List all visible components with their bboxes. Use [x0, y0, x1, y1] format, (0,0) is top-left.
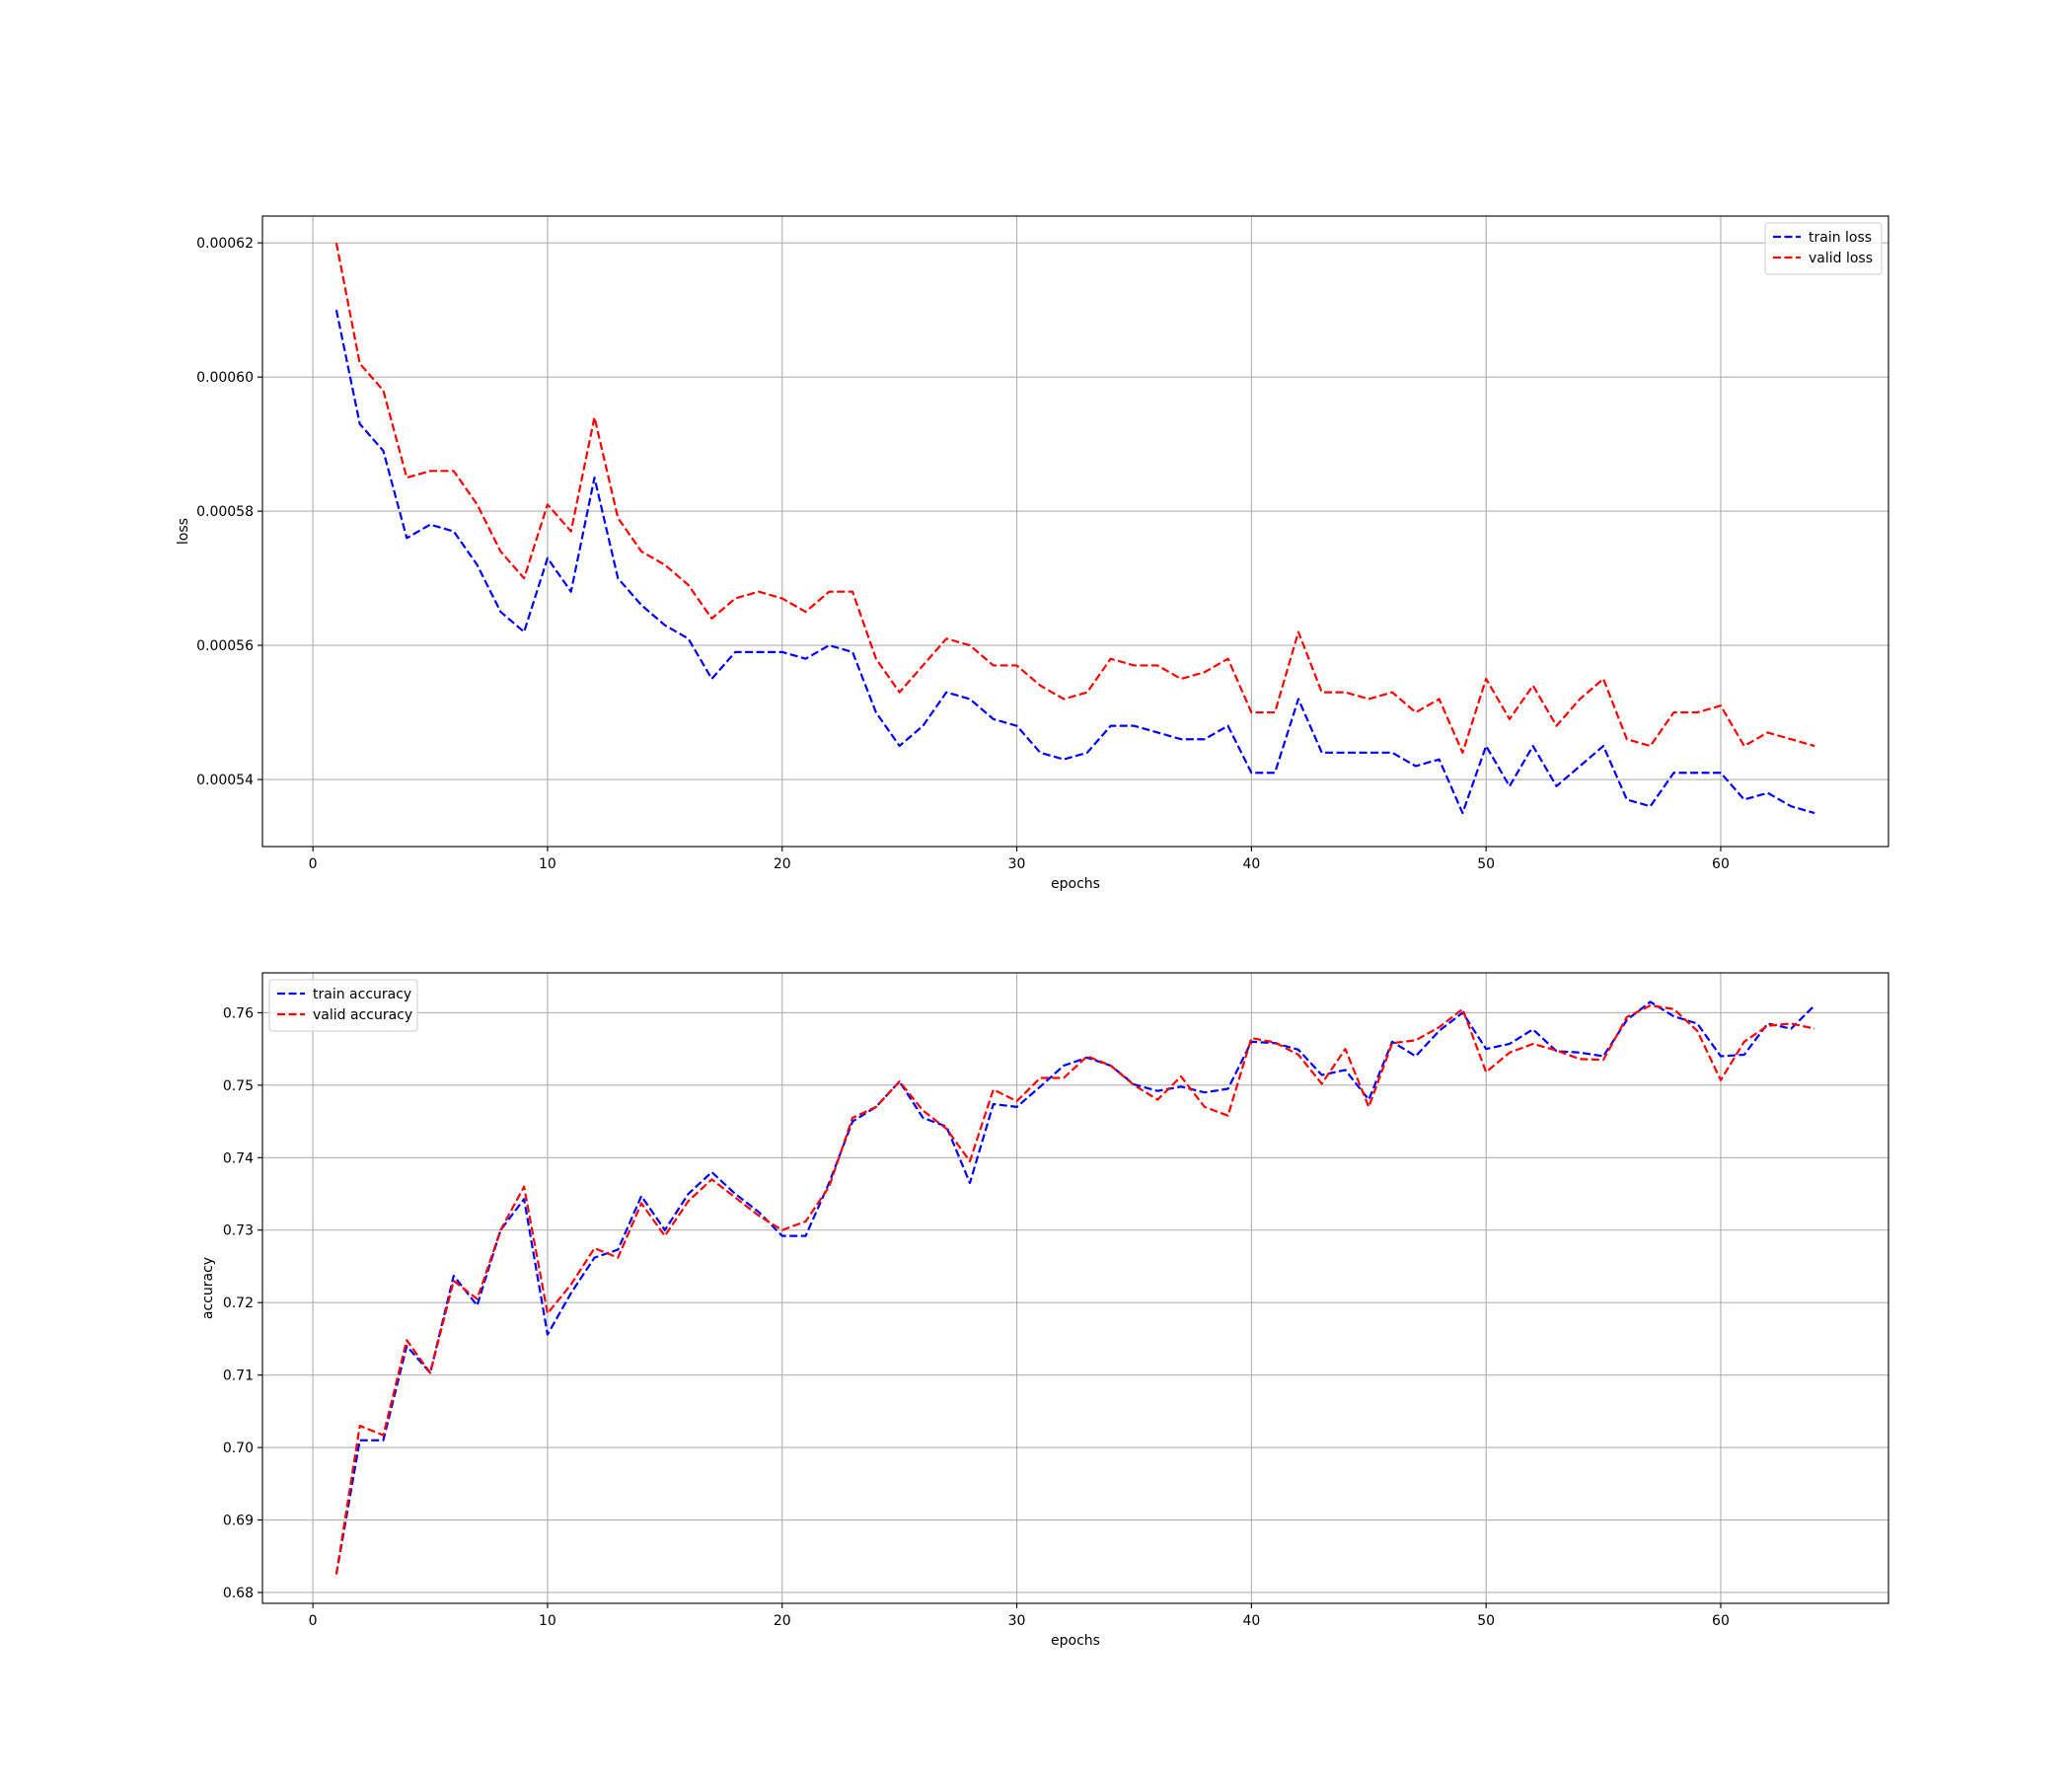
- series-train-loss: [334, 309, 1815, 815]
- loss-ytick-label: 0.00060: [196, 370, 254, 386]
- loss-xtick-label: 40: [1242, 856, 1260, 872]
- loss-xlabel: epochs: [1051, 876, 1100, 892]
- accuracy-ytick-label: 0.72: [223, 1295, 254, 1311]
- legend-label-train-loss: train loss: [1809, 230, 1872, 246]
- accuracy-ytick-label: 0.73: [223, 1223, 254, 1239]
- series-valid-loss: [334, 242, 1815, 754]
- accuracy-xtick-label: 40: [1242, 1613, 1260, 1629]
- accuracy-ylabel: accuracy: [200, 1257, 216, 1319]
- accuracy-axes-frame: [261, 972, 1889, 1604]
- loss-xtick-label: 10: [539, 856, 556, 872]
- loss-ylabel: loss: [176, 518, 191, 545]
- accuracy-grid: [262, 973, 1888, 1603]
- accuracy-legend-box: [268, 979, 418, 1032]
- loss-grid: [262, 216, 1888, 847]
- accuracy-xtick-label: 50: [1477, 1613, 1495, 1629]
- accuracy-xtick-label: 30: [1008, 1613, 1026, 1629]
- loss-ytick-label: 0.00054: [196, 773, 254, 788]
- accuracy-chart: 0 10 20 30 40 50 60 0.68 0.69 0.70 0.71 0.72 0.73 0.7…: [200, 972, 1889, 1649]
- loss-ytick-label: 0.00056: [196, 638, 254, 654]
- loss-xtick-label: 0: [309, 856, 318, 872]
- accuracy-legend: train accuracy valid accuracy: [268, 979, 418, 1032]
- loss-legend-box: [1764, 222, 1883, 275]
- series-valid-accuracy: [334, 1003, 1815, 1575]
- accuracy-ytick-label: 0.69: [223, 1514, 254, 1529]
- accuracy-ytick-label: 0.71: [223, 1369, 254, 1384]
- accuracy-ytick-label: 0.76: [223, 1005, 254, 1021]
- accuracy-xtick-label: 60: [1712, 1613, 1730, 1629]
- loss-axes-frame: [261, 215, 1889, 848]
- loss-xtick-label: 20: [774, 856, 791, 872]
- loss-legend: train loss valid loss: [1764, 222, 1883, 275]
- accuracy-ytick-label: 0.74: [223, 1150, 254, 1166]
- loss-xtick-label: 30: [1008, 856, 1026, 872]
- legend-label-valid-loss: valid loss: [1809, 251, 1873, 266]
- loss-chart: 0 10 20 30 40 50 60 0.00054 0.00056 0.00058 0.0006…: [176, 215, 1889, 892]
- legend-label-valid-accuracy: valid accuracy: [313, 1007, 412, 1023]
- accuracy-xtick-label: 10: [539, 1613, 556, 1629]
- accuracy-xtick-label: 20: [774, 1613, 791, 1629]
- accuracy-ytick-label: 0.70: [223, 1441, 254, 1456]
- loss-ytick-label: 0.00058: [196, 504, 254, 520]
- loss-ytick-label: 0.00062: [196, 236, 254, 252]
- loss-xtick-label: 60: [1712, 856, 1730, 872]
- accuracy-xlabel: epochs: [1051, 1633, 1100, 1649]
- accuracy-xtick-label: 0: [309, 1613, 318, 1629]
- legend-label-train-accuracy: train accuracy: [313, 987, 411, 1002]
- loss-xtick-label: 50: [1477, 856, 1495, 872]
- accuracy-ytick-label: 0.75: [223, 1078, 254, 1094]
- series-train-accuracy: [334, 1000, 1815, 1575]
- accuracy-ytick-label: 0.68: [223, 1586, 254, 1601]
